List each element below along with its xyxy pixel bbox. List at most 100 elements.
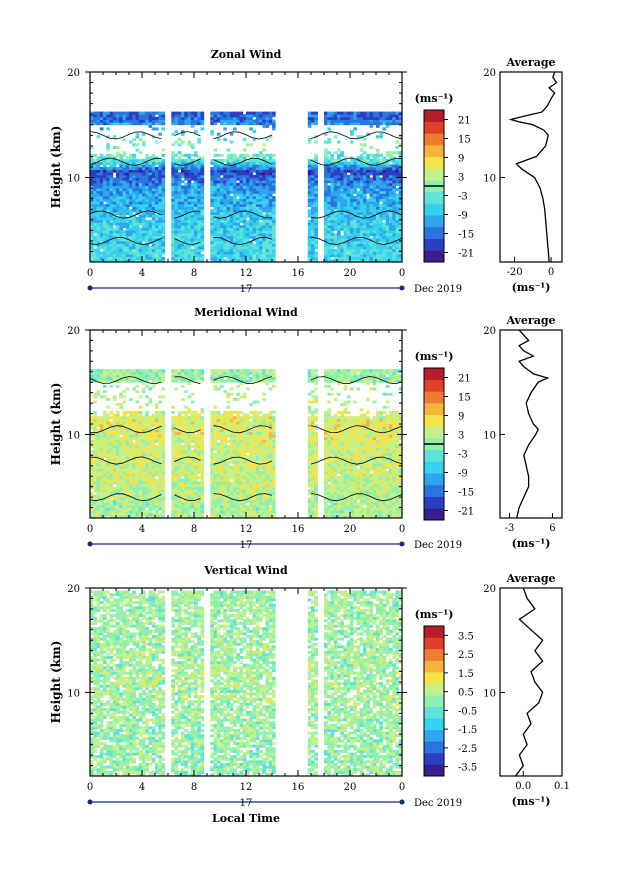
heatmap-cell <box>233 169 237 173</box>
heatmap-cell <box>174 444 179 448</box>
heatmap-cell <box>376 174 380 178</box>
heatmap-cell <box>145 421 149 425</box>
heatmap-cell <box>119 119 123 123</box>
heatmap-cell <box>213 177 218 181</box>
heatmap-cell <box>337 159 341 163</box>
heatmap-cell <box>103 259 107 263</box>
heatmap-cell <box>103 484 107 488</box>
heatmap-cell <box>379 256 383 260</box>
heatmap-cell <box>106 238 110 242</box>
heatmap-cell <box>151 379 156 383</box>
heatmap-cell <box>99 222 104 226</box>
heatmap-cell <box>158 238 162 242</box>
heatmap-cell <box>197 227 201 231</box>
heatmap-cell <box>369 259 374 263</box>
heatmap-cell <box>197 161 201 165</box>
heatmap-cell <box>109 377 114 381</box>
heatmap-cell <box>242 174 247 178</box>
heatmap-cell <box>151 384 156 388</box>
heatmap-cell <box>246 185 250 189</box>
heatmap-cell <box>340 211 344 215</box>
heatmap-cell <box>93 225 97 229</box>
heatmap-cell <box>327 214 331 218</box>
heatmap-cell <box>272 188 276 192</box>
heatmap-cell <box>109 410 114 414</box>
heatmap-cell <box>398 156 403 160</box>
heatmap-cell <box>346 116 351 120</box>
heatmap-cell <box>314 256 318 260</box>
heatmap-cell <box>353 198 357 202</box>
heatmap-cell <box>112 243 117 247</box>
heatmap-cell <box>346 243 351 247</box>
heatmap-cell <box>353 246 357 250</box>
heatmap-cell <box>151 159 156 163</box>
heatmap-cell <box>324 233 328 237</box>
heatmap-cell <box>353 206 357 210</box>
heatmap-cell <box>132 473 136 477</box>
heatmap-cell <box>151 203 156 207</box>
heatmap-cell <box>395 169 400 173</box>
heatmap-cell <box>138 463 143 467</box>
heatmap-cell <box>171 251 175 255</box>
heatmap-cell <box>255 243 260 247</box>
heatmap-cell <box>103 238 107 242</box>
heatmap-cell <box>109 512 114 516</box>
heatmap-cell <box>119 243 123 247</box>
heatmap-cell <box>395 177 400 181</box>
heatmap-cell <box>327 246 331 250</box>
heatmap-cell <box>252 193 257 197</box>
heatmap-cell <box>125 457 130 461</box>
heatmap-cell <box>330 196 335 200</box>
heatmap-cell <box>356 256 361 260</box>
heatmap-cell <box>171 499 175 503</box>
heatmap-cell <box>145 156 149 160</box>
heatmap-cell <box>96 510 101 514</box>
heatmap-cell <box>132 193 136 197</box>
heatmap-cell <box>151 504 156 508</box>
heatmap-cell <box>327 233 331 237</box>
heatmap-cell <box>307 122 312 126</box>
heatmap-cell <box>226 116 231 120</box>
heatmap-cell <box>129 161 133 165</box>
heatmap-cell <box>337 254 341 258</box>
heatmap-cell <box>220 251 224 255</box>
heatmap-cell <box>181 116 185 120</box>
heatmap-cell <box>99 116 104 120</box>
heatmap-cell <box>252 209 257 213</box>
heatmap-cell <box>265 196 270 200</box>
heatmap-cell <box>262 203 266 207</box>
heatmap-cell <box>340 151 344 155</box>
heatmap-cell <box>135 465 140 469</box>
heatmap-cell <box>340 169 344 173</box>
heatmap-cell <box>155 177 159 181</box>
heatmap-cell <box>132 167 136 171</box>
heatmap-cell <box>311 196 315 200</box>
heatmap-cell <box>233 161 237 165</box>
heatmap-cell <box>93 424 97 428</box>
heatmap-cell <box>145 116 149 120</box>
heatmap-cell <box>392 177 396 181</box>
heatmap-cell <box>389 198 393 202</box>
heatmap-cell <box>122 225 127 229</box>
heatmap-cell <box>138 478 143 482</box>
heatmap-cell <box>363 180 367 184</box>
heatmap-cell <box>132 114 136 118</box>
heatmap-cell <box>353 116 357 120</box>
heatmap-cell <box>109 510 114 514</box>
heatmap-cell <box>161 410 166 414</box>
heatmap-cell <box>346 182 351 186</box>
heatmap-cell <box>142 512 146 516</box>
heatmap-cell <box>327 248 331 252</box>
heatmap-cell <box>96 439 101 443</box>
heatmap-cell <box>112 478 117 482</box>
heatmap-cell <box>226 243 231 247</box>
heatmap-cell <box>213 227 218 231</box>
heatmap-cell <box>90 222 94 226</box>
heatmap-cell <box>181 190 185 194</box>
heatmap-cell <box>184 164 188 168</box>
heatmap-cell <box>99 437 104 441</box>
heatmap-cell <box>239 164 244 168</box>
heatmap-cell <box>145 190 149 194</box>
heatmap-cell <box>366 180 370 184</box>
heatmap-cell <box>90 225 94 229</box>
